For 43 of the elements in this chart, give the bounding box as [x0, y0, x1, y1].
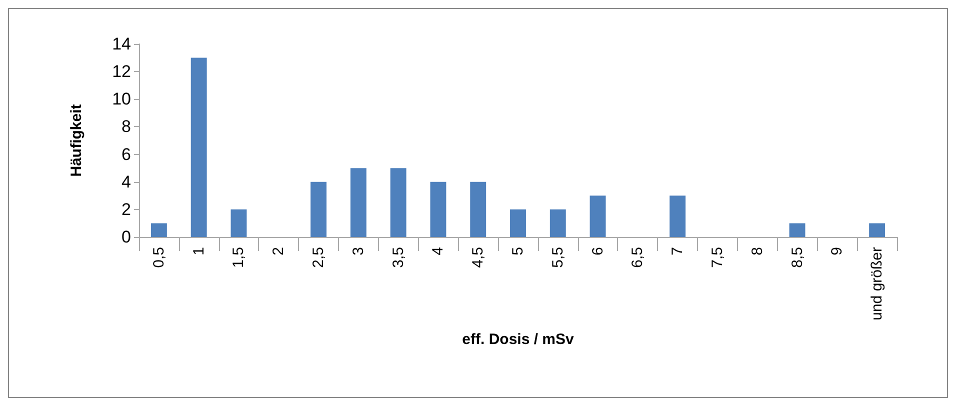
x-tick-label: 1: [190, 247, 208, 256]
bar: [190, 58, 207, 237]
x-tick-label: 2,5: [310, 247, 328, 268]
x-tick-label: 3,5: [390, 247, 407, 268]
x-tick-label: 1,5: [230, 247, 248, 268]
x-tick-label: 7: [669, 247, 686, 256]
x-tick-label: und größer: [868, 246, 886, 320]
y-tick-label: 6: [122, 144, 131, 164]
x-tick-label: 8,5: [788, 247, 806, 268]
bar: [430, 182, 446, 237]
bar: [590, 196, 606, 237]
bar: [550, 209, 566, 237]
x-tick-label: 4,5: [470, 247, 487, 268]
bar: [230, 209, 247, 237]
y-tick-label: 12: [112, 62, 131, 82]
x-tick-label: 5,5: [549, 247, 566, 268]
x-tick-label: 7,5: [708, 247, 726, 268]
bar: [670, 196, 686, 237]
y-tick-label: 4: [122, 172, 131, 192]
bar: [350, 168, 366, 237]
y-tick-label: 0: [122, 228, 131, 246]
bar: [510, 209, 526, 237]
x-tick-label: 3: [350, 247, 367, 256]
x-tick-label: 6,5: [629, 247, 646, 268]
x-tick-label: 9: [828, 247, 846, 256]
x-tick-label: 6: [589, 247, 606, 256]
bar: [869, 223, 886, 237]
x-tick-label: 8: [748, 247, 766, 256]
y-tick-label: 14: [112, 34, 131, 54]
x-tick-label: 2: [270, 247, 288, 256]
y-tick-label: 8: [122, 117, 131, 136]
y-axis-title: Häufigkeit: [68, 104, 85, 177]
bar: [789, 223, 806, 237]
x-tick-label: 5: [510, 247, 526, 256]
y-tick-label: 2: [122, 200, 131, 219]
y-tick-label: 10: [112, 90, 131, 109]
bar: [150, 223, 167, 237]
bar: [310, 182, 327, 237]
x-axis-title: eff. Dosis / mSv: [462, 331, 575, 348]
bar: [390, 168, 406, 237]
x-tick-label: 0,5: [150, 247, 168, 268]
bar: [470, 182, 486, 237]
x-tick-label: 4: [430, 247, 447, 256]
